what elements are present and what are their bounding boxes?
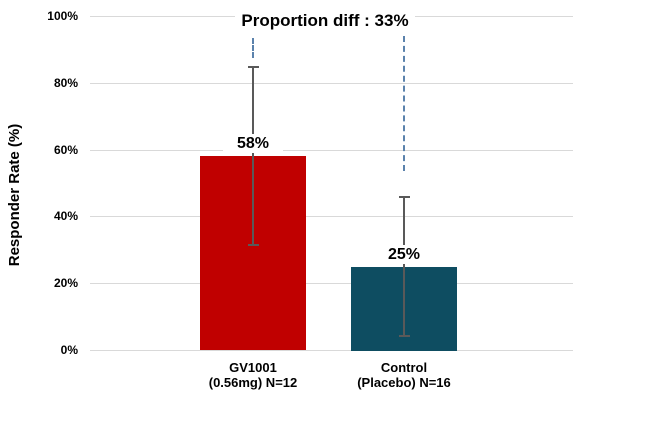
diff-dashed-line-2	[403, 36, 405, 171]
x-category-label-2: Control (Placebo) N=16	[314, 360, 494, 390]
chart-title-text: Proportion diff : 33%	[235, 11, 415, 30]
x-category-detail: (Placebo) N=16	[357, 375, 451, 390]
bar-value-label-1: 58%	[223, 134, 283, 153]
y-tick-label-80%: 80%	[53, 76, 78, 90]
y-tick-label-40%: 40%	[53, 209, 78, 223]
gridline-80%	[90, 83, 573, 84]
chart-title: Proportion diff : 33%	[0, 11, 650, 31]
error-bar-cap-top-2	[399, 196, 410, 198]
gridline-60%	[90, 150, 573, 151]
x-category-label-1: GV1001 (0.56mg) N=12	[163, 360, 343, 390]
error-bar-cap-top-1	[248, 66, 259, 68]
y-tick-label-20%: 20%	[53, 276, 78, 290]
diff-dashed-line-1	[252, 38, 254, 58]
y-tick-label-100%: 100%	[47, 9, 78, 23]
error-bar-cap-bottom-2	[399, 335, 410, 337]
error-bar-line-1	[252, 66, 254, 246]
y-axis-title: Responder Rate (%)	[6, 123, 23, 267]
x-category-name: GV1001	[229, 360, 277, 375]
x-category-name: Control	[380, 360, 428, 375]
y-tick-label-60%: 60%	[53, 143, 78, 157]
y-tick-label-0%: 0%	[60, 343, 78, 357]
gridline-40%	[90, 216, 573, 217]
error-bar-line-2	[403, 196, 405, 336]
bar-value-label-2: 25%	[374, 245, 434, 264]
x-category-detail: (0.56mg) N=12	[208, 375, 298, 390]
gridline-0%	[90, 350, 573, 351]
gridline-20%	[90, 283, 573, 284]
error-bar-cap-bottom-1	[248, 244, 259, 246]
